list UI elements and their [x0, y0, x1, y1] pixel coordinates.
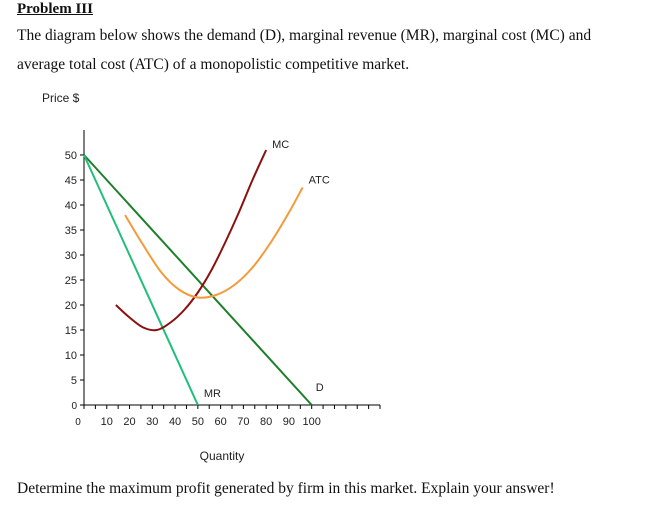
y-tick-label: 45	[65, 175, 77, 187]
y-tick-label: 50	[65, 150, 77, 162]
series-label-mc: MC	[272, 139, 289, 151]
axes: 0 5 10 15 20 25 30 35 40 45 50 0 10 20 30 40 50 60 70 80 90 1…	[65, 130, 381, 428]
intro-text-line1: The diagram below shows the demand (D), …	[17, 27, 592, 44]
y-tick-label: 5	[71, 375, 77, 387]
x-tick-label: 30	[146, 416, 158, 428]
y-axis-label: Price $	[42, 91, 80, 105]
x-tick-label: 60	[214, 416, 226, 428]
x-tick-label: 50	[192, 416, 204, 428]
y-tick-label: 40	[65, 200, 77, 212]
x-tick-label: 90	[283, 416, 295, 428]
y-tick-label: 10	[65, 350, 77, 362]
intro-text-line2: average total cost (ATC) of a monopolist…	[17, 56, 410, 73]
series-label-atc: ATC	[309, 175, 330, 187]
series-label-mr: MR	[204, 388, 221, 400]
x-tick-label: 10	[101, 416, 113, 428]
curve-d	[83, 154, 313, 406]
curve-mc	[115, 149, 268, 332]
y-tick-label: 15	[65, 325, 77, 337]
series-label-d: D	[316, 382, 324, 394]
y-tick-label: 35	[65, 225, 77, 237]
x-tick-label: 0	[75, 417, 81, 428]
question-text: Determine the maximum profit generated b…	[17, 480, 555, 497]
curve-atc	[124, 187, 304, 299]
y-tick-label: 25	[65, 275, 77, 287]
x-tick-label: 80	[260, 416, 272, 428]
x-tick-label: 100	[303, 416, 321, 428]
x-tick-label: 20	[123, 416, 135, 428]
chart-labels: Price $ Quantity D MR MC ATC	[42, 91, 330, 463]
curve-mr	[83, 154, 199, 406]
problem-title: Problem III	[17, 1, 93, 17]
x-axis-label: Quantity	[200, 449, 245, 463]
y-tick-label: 20	[65, 300, 77, 312]
x-tick-label: 40	[169, 416, 181, 428]
series-curves	[83, 149, 313, 406]
x-tick-label: 70	[237, 416, 249, 428]
y-tick-label: 0	[71, 401, 77, 412]
y-tick-label: 30	[65, 250, 77, 262]
